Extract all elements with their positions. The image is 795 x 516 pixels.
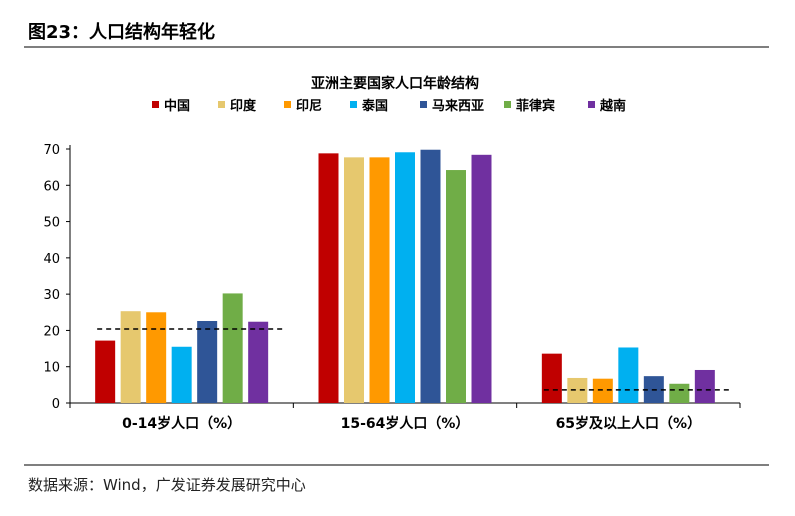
legend-label: 印度 — [230, 98, 257, 114]
bar-2-5 — [669, 383, 690, 403]
y-tick-label: 50 — [43, 216, 60, 231]
y-tick-label: 20 — [43, 324, 60, 339]
y-tick-label: 10 — [43, 361, 60, 376]
legend-label: 越南 — [599, 98, 626, 114]
legend-label: 菲律宾 — [516, 98, 555, 114]
legend-swatch — [588, 101, 595, 108]
chart-title: 亚洲主要国家人口年龄结构 — [311, 75, 479, 92]
x-category-label: 0-14岁人口（%） — [122, 415, 241, 432]
bar-2-1 — [567, 377, 588, 403]
legend-label: 马来西亚 — [432, 98, 484, 114]
y-tick-label: 70 — [43, 143, 60, 158]
y-tick-label: 30 — [43, 288, 60, 303]
bar-0-6 — [248, 321, 269, 403]
source-note: 数据来源：Wind，广发证券发展研究中心 — [28, 476, 306, 494]
bar-0-0 — [95, 340, 116, 403]
bar-1-6 — [471, 154, 492, 403]
y-tick-label: 0 — [52, 397, 60, 412]
bar-2-0 — [541, 353, 562, 403]
bar-0-3 — [171, 346, 192, 403]
legend-label: 泰国 — [361, 98, 388, 114]
legend-swatch — [420, 101, 427, 108]
legend-label: 中国 — [164, 98, 190, 114]
legend-swatch — [504, 101, 511, 108]
x-category-label: 65岁及以上人口（%） — [556, 415, 702, 432]
bar-0-5 — [222, 293, 243, 403]
legend-swatch — [350, 101, 357, 108]
bar-2-6 — [694, 369, 715, 403]
bar-1-0 — [318, 153, 339, 403]
bar-2-2 — [592, 378, 613, 403]
bar-0-1 — [120, 311, 141, 403]
bottom-divider — [24, 464, 769, 466]
bar-0-4 — [197, 320, 218, 403]
axes: 0 10 20 30 40 50 60 70 0-14岁人口（%） 15-64岁人口（%） 65岁及… — [43, 143, 741, 432]
bar-1-3 — [395, 152, 415, 403]
bar-2-3 — [618, 347, 639, 403]
legend-swatch — [284, 101, 291, 108]
bar-1-4 — [420, 149, 441, 403]
y-tick-label: 60 — [43, 179, 60, 194]
bar-0-2 — [146, 312, 167, 403]
x-category-label: 15-64岁人口（%） — [341, 415, 470, 432]
legend-swatch — [152, 101, 159, 108]
legend-label: 印尼 — [296, 99, 322, 114]
legend: 中国 印度 印尼 泰国 马来西亚 菲律宾 越南 — [152, 98, 626, 114]
bar-1-1 — [344, 157, 364, 403]
bar-1-2 — [369, 157, 390, 403]
bar-1-5 — [446, 170, 466, 403]
y-tick-label: 40 — [43, 252, 60, 267]
figure-title: 图23：人口结构年轻化 — [28, 22, 216, 43]
average-lines — [97, 328, 733, 391]
top-divider — [24, 46, 769, 48]
bars — [95, 149, 715, 403]
legend-swatch — [218, 101, 225, 108]
